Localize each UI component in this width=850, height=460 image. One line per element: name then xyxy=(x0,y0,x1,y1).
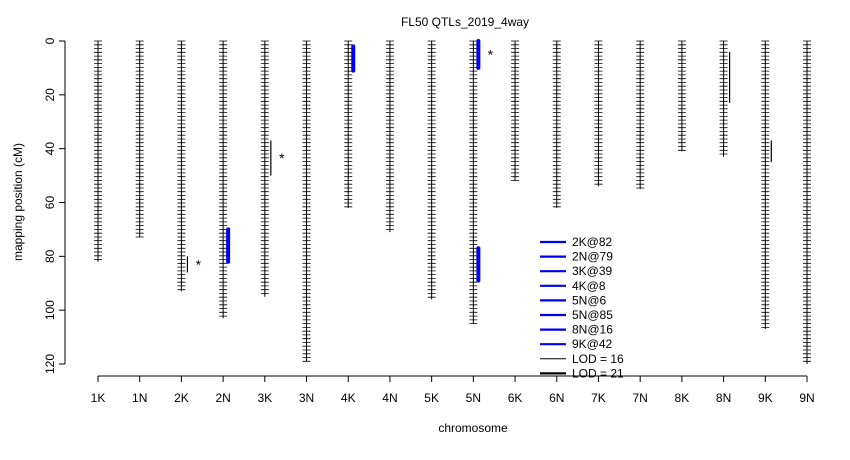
x-tick-label: 7K xyxy=(591,391,606,405)
legend-entry: 2N@79 xyxy=(540,250,613,264)
marker-ticks xyxy=(385,40,394,230)
marker-ticks xyxy=(135,40,144,238)
qtl-2K@82: * xyxy=(186,256,202,273)
y-tick-label: 100 xyxy=(43,300,57,320)
legend-label: LOD = 16 xyxy=(572,352,624,366)
legend-label: 2N@79 xyxy=(572,250,613,264)
chromosome-6N xyxy=(552,40,561,208)
marker-ticks xyxy=(427,40,436,298)
marker-ticks xyxy=(177,40,186,291)
legend-label: 3K@39 xyxy=(572,264,613,278)
x-tick-label: 5N xyxy=(466,391,481,405)
marker-ticks xyxy=(94,40,102,260)
marker-ticks xyxy=(219,40,228,317)
x-axis: 1K 1N 2K 2N 3K 3N 4K 4N 5K 5N 6K 6N 7K 7N 8K 8N 9K 9N xyxy=(91,375,815,405)
chromosome-4K xyxy=(344,40,353,208)
y-axis-label: mapping position (cM) xyxy=(11,143,25,261)
x-axis-label: chromosome xyxy=(438,421,508,435)
y-tick-label: 20 xyxy=(43,88,57,102)
qtl-star: * xyxy=(488,46,494,62)
chart-title: FL50 QTLs_2019_4way xyxy=(401,15,529,29)
x-tick-label: 9K xyxy=(758,391,773,405)
chromosome-8N xyxy=(719,40,728,157)
y-tick-label: 120 xyxy=(43,354,57,374)
marker-ticks xyxy=(552,40,561,208)
x-tick-label: 5K xyxy=(424,391,439,405)
chromosome-7K xyxy=(594,40,603,187)
x-tick-label: 8N xyxy=(716,391,731,405)
qtl-star: * xyxy=(279,150,285,166)
qtl-intervals: * * * xyxy=(186,39,772,283)
y-tick-label: 0 xyxy=(43,37,57,44)
legend-entry: 2K@82 xyxy=(540,235,613,249)
chromosome-tracks xyxy=(94,40,811,364)
qtl-5N@6: * xyxy=(476,39,494,70)
y-tick-label: 60 xyxy=(43,196,57,210)
legend-entry: 9K@42 xyxy=(540,337,613,351)
x-tick-label: 1K xyxy=(91,391,106,405)
legend-label: 2K@82 xyxy=(572,235,613,249)
x-tick-label: 2K xyxy=(174,391,189,405)
chromosome-3K xyxy=(260,40,269,297)
marker-ticks xyxy=(344,40,353,208)
marker-ticks xyxy=(636,40,645,189)
legend-entry: 3K@39 xyxy=(540,264,613,278)
x-tick-label: 8K xyxy=(675,391,690,405)
chromosome-4N xyxy=(385,40,394,233)
chromosome-5N xyxy=(469,40,478,324)
legend-label: LOD = 21 xyxy=(572,366,624,380)
marker-ticks xyxy=(803,40,811,362)
legend-entry: 5N@6 xyxy=(540,293,607,307)
chromosome-7N xyxy=(636,40,645,190)
chromosome-6K xyxy=(511,40,520,181)
legend-label: 5N@6 xyxy=(572,293,607,307)
legend-entry: 8N@16 xyxy=(540,323,613,337)
x-tick-label: 7N xyxy=(633,391,648,405)
qtl-3K@39: * xyxy=(270,140,285,176)
marker-ticks xyxy=(469,40,478,324)
x-tick-label: 3K xyxy=(257,391,272,405)
legend: 2K@822N@793K@394K@85N@65N@858N@169K@42LO… xyxy=(540,235,624,380)
legend-label: 4K@8 xyxy=(572,279,606,293)
legend-label: 9K@42 xyxy=(572,337,613,351)
x-tick-label: 4K xyxy=(341,391,356,405)
x-tick-label: 4N xyxy=(382,391,397,405)
y-tick-label: 80 xyxy=(43,249,57,263)
chromosome-2N xyxy=(219,40,228,319)
marker-ticks xyxy=(761,40,770,328)
chromosome-8K xyxy=(677,40,686,152)
marker-ticks xyxy=(719,40,728,155)
legend-entry: 5N@85 xyxy=(540,308,613,322)
legend-entry: LOD = 21 xyxy=(540,366,624,380)
x-tick-label: 1N xyxy=(132,391,147,405)
marker-ticks xyxy=(260,40,269,294)
legend-entry: LOD = 16 xyxy=(540,352,624,366)
marker-ticks xyxy=(677,40,686,151)
chromosome-1N xyxy=(135,40,144,238)
x-tick-label: 3N xyxy=(299,391,314,405)
legend-label: 8N@16 xyxy=(572,323,613,337)
chromosome-9K xyxy=(761,40,770,330)
y-tick-label: 40 xyxy=(43,142,57,156)
chromosome-9N xyxy=(803,40,811,364)
marker-ticks xyxy=(302,40,311,362)
chromosome-3N xyxy=(302,40,311,362)
x-tick-label: 2N xyxy=(215,391,230,405)
legend-entry: 4K@8 xyxy=(540,279,606,293)
x-tick-label: 9N xyxy=(799,391,814,405)
chromosome-1K xyxy=(94,40,102,262)
chromosome-5K xyxy=(427,40,436,300)
marker-ticks xyxy=(594,40,603,185)
chromosome-2K xyxy=(177,40,186,292)
x-tick-label: 6K xyxy=(508,391,523,405)
qtl-star: * xyxy=(196,256,202,272)
y-axis: 0 20 40 60 80 100 120 xyxy=(43,37,66,374)
x-tick-label: 6N xyxy=(549,391,564,405)
legend-label: 5N@85 xyxy=(572,308,613,322)
marker-ticks xyxy=(511,40,520,181)
